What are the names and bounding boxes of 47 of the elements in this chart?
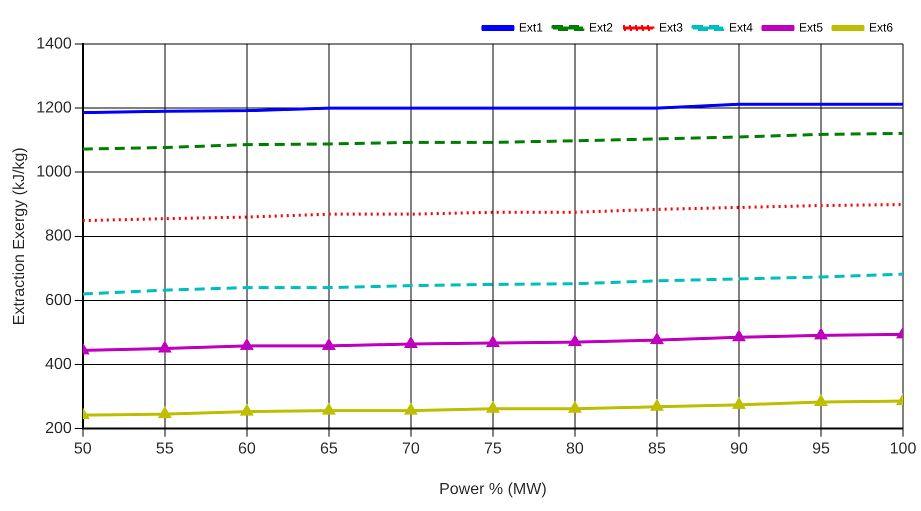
y-tick-label: 800 [45,228,72,245]
point [158,342,171,352]
x-tick-label: 90 [730,440,748,458]
y-axis-title: Extraction Exergy (kJ/kg) [11,147,28,326]
point [405,404,417,415]
line-series [82,272,903,296]
x-tick-label: 95 [812,440,830,458]
x-tick-label: 50 [74,440,92,458]
y-tick-label: 600 [45,292,72,309]
legend-label: Ext3 [658,20,684,34]
point [241,339,253,350]
y-tick-label: 200 [45,420,72,438]
legend-label: Ext6 [868,20,894,34]
legend-label: Ext2 [588,20,614,34]
line-series [82,203,903,222]
x-tick-label: 85 [648,440,666,458]
x-tick-label: 55 [156,440,174,458]
x-tick-label: 60 [238,440,256,458]
point [733,398,745,409]
legend-label: Ext4 [728,20,754,34]
point [733,330,745,342]
x-tick-label: 65 [320,440,338,458]
point [815,396,827,406]
x-axis-title: Power % (MW) [439,480,547,498]
point [487,336,499,348]
point [815,328,827,340]
point [323,404,335,415]
y-tick-label: 1000 [36,164,72,181]
point [323,339,335,350]
point [487,402,499,413]
x-tick-label: 100 [890,440,916,458]
legend-label: Ext1 [518,20,544,34]
point [158,408,171,418]
point [569,336,581,346]
x-tick-label: 80 [566,440,584,458]
line-series [82,132,903,151]
point [651,400,663,411]
y-tick-label: 400 [45,356,72,373]
y-tick-label: 1400 [36,35,72,52]
legend-label: Ext5 [798,20,824,34]
y-tick-label: 1200 [36,100,72,117]
point [569,402,581,413]
point [405,337,417,348]
x-tick-label: 75 [484,440,502,458]
point [241,405,253,416]
x-tick-label: 70 [402,440,420,458]
point [651,334,663,344]
